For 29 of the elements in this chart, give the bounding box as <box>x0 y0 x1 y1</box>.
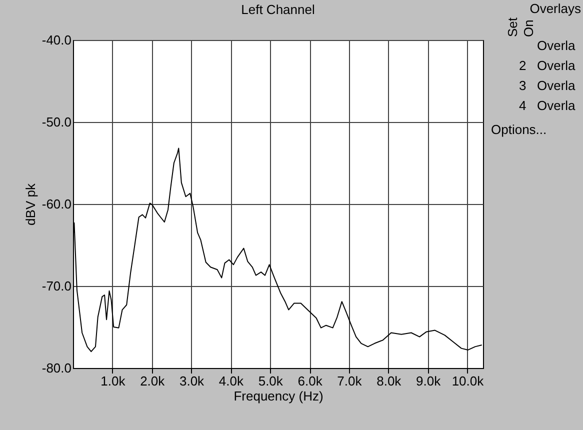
x-tick-label: 7.0k <box>337 374 362 388</box>
text: 3 <box>519 78 526 93</box>
y-tick-label: -80.0 <box>42 360 72 376</box>
x-tick-label: 9.0k <box>416 374 442 388</box>
y-tick-label: -60.0 <box>42 196 72 212</box>
text: On <box>521 20 536 37</box>
text: Overla <box>537 38 576 53</box>
text: Overla <box>537 58 576 73</box>
x-tick-label: 4.0k <box>218 374 244 388</box>
text: Overla <box>537 98 576 113</box>
x-tick-label: 8.0k <box>376 374 402 388</box>
y-tick-label: -40.0 <box>42 32 72 48</box>
x-tick-label: 5.0k <box>258 374 284 388</box>
x-tick-label: 6.0k <box>298 374 323 388</box>
text: 4 <box>519 98 526 113</box>
text: Overlays <box>530 1 582 16</box>
x-axis-title: Frequency (Hz) <box>234 388 324 404</box>
y-axis-title: dBV pk <box>22 183 38 226</box>
x-tick-label: 10.0k <box>452 374 484 388</box>
chart-title: Left Channel <box>241 2 315 17</box>
x-tick-label: 1.0k <box>100 374 126 388</box>
x-tick-label: 2.0k <box>140 374 166 388</box>
text: 2 <box>519 58 526 73</box>
text: Set <box>505 17 520 37</box>
text: Overla <box>537 78 576 93</box>
y-tick-label: -70.0 <box>42 278 72 294</box>
x-tick-label: 3.0k <box>179 374 205 388</box>
y-tick-label: -50.0 <box>42 114 72 130</box>
text: Options... <box>491 122 547 137</box>
